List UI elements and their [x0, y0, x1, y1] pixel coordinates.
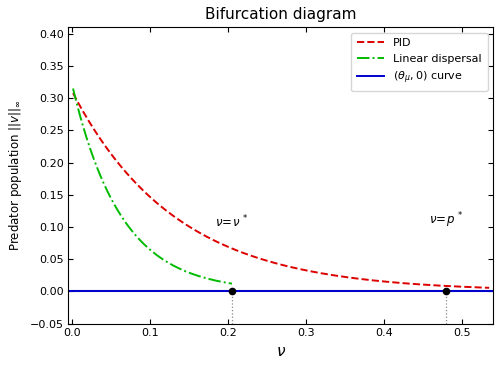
X-axis label: $\nu$: $\nu$	[276, 344, 286, 359]
Text: $\nu\!=\!p^{\,*}$: $\nu\!=\!p^{\,*}$	[429, 210, 464, 230]
Linear dispersal	[148, 248, 154, 252]
PID	[486, 285, 492, 290]
Linear dispersal	[78, 117, 84, 122]
Text: $\nu\!=\!\nu^{\,*}$: $\nu\!=\!\nu^{\,*}$	[216, 214, 248, 230]
Linear dispersal	[70, 86, 76, 91]
Line: Linear dispersal: Linear dispersal	[73, 89, 232, 284]
PID	[70, 91, 76, 96]
PID	[478, 285, 484, 290]
PID	[142, 190, 148, 195]
Linear dispersal	[224, 281, 230, 285]
PID	[433, 283, 439, 288]
PID	[118, 164, 124, 168]
Legend: PID, Linear dispersal, $(\theta_\mu,0)$ curve: PID, Linear dispersal, $(\theta_\mu,0)$ …	[351, 33, 488, 92]
Y-axis label: Predator population $||v||_\infty$: Predator population $||v||_\infty$	[7, 100, 24, 251]
Linear dispersal	[224, 281, 230, 285]
Title: Bifurcation diagram: Bifurcation diagram	[205, 7, 356, 22]
Linear dispersal	[143, 244, 149, 249]
PID	[248, 253, 254, 258]
Linear dispersal	[229, 281, 235, 286]
PID	[230, 247, 235, 251]
Linear dispersal	[195, 274, 201, 278]
Line: PID: PID	[73, 93, 489, 288]
